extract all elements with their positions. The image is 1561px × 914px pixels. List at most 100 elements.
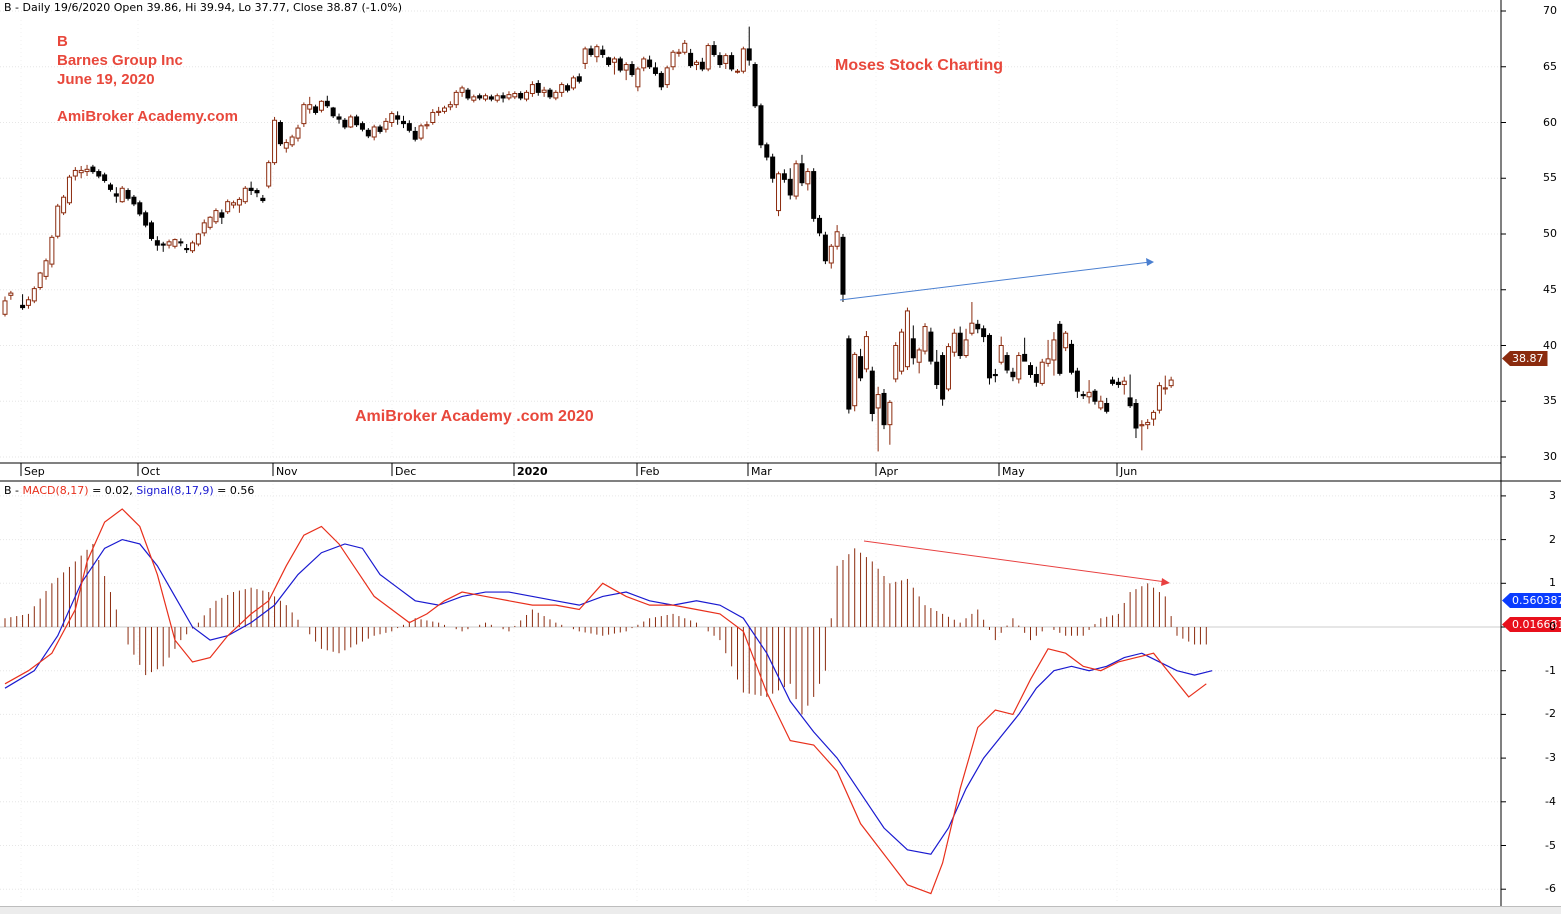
down-candle-body xyxy=(781,173,787,180)
up-candle-body xyxy=(307,104,313,110)
candle xyxy=(283,139,289,153)
candle xyxy=(483,93,489,102)
price-axis-tick-label: 35 xyxy=(1543,394,1557,408)
candle xyxy=(834,225,840,250)
candle xyxy=(1045,339,1051,367)
candle xyxy=(893,342,899,383)
up-candle-body xyxy=(875,394,881,409)
up-candle-body xyxy=(793,163,799,197)
candle xyxy=(500,92,506,103)
up-candle-body xyxy=(570,77,576,89)
candle xyxy=(20,294,26,310)
down-candle-body xyxy=(881,392,887,426)
price-axis-tick-label: 60 xyxy=(1543,115,1557,129)
up-candle-body xyxy=(904,310,910,368)
candle xyxy=(1080,391,1086,400)
candle xyxy=(125,188,131,201)
candle xyxy=(488,94,494,102)
down-candle-body xyxy=(359,123,365,130)
candle xyxy=(102,172,108,183)
candle xyxy=(764,142,770,161)
price-axis-tick-label: 30 xyxy=(1543,450,1557,463)
down-candle-body xyxy=(330,107,336,117)
up-candle-body xyxy=(225,201,231,213)
candle xyxy=(1028,362,1033,378)
down-candle-body xyxy=(377,126,383,132)
down-candle-body xyxy=(869,370,875,415)
down-candle-body xyxy=(20,304,26,309)
candle xyxy=(471,94,477,103)
down-candle-body xyxy=(565,85,571,91)
up-candle-body xyxy=(1156,385,1162,411)
candle xyxy=(66,174,72,206)
candle xyxy=(330,106,336,119)
up-candle-body xyxy=(436,110,442,113)
candle xyxy=(236,197,242,213)
up-candle-body xyxy=(318,100,324,111)
down-candle-body xyxy=(1092,390,1098,402)
up-candle-body xyxy=(283,142,289,149)
down-candle-body xyxy=(395,115,401,120)
candle xyxy=(729,52,735,72)
down-candle-body xyxy=(260,197,266,202)
candle xyxy=(1168,376,1174,388)
candle xyxy=(219,209,225,224)
up-candle-body xyxy=(213,210,219,223)
up-candle-body xyxy=(66,176,72,204)
down-candle-body xyxy=(758,105,764,146)
candle xyxy=(1156,382,1162,414)
candle xyxy=(981,325,987,343)
up-candle-body xyxy=(1162,387,1168,390)
candle xyxy=(359,121,365,132)
macd-label: MACD(8,17) xyxy=(22,484,89,497)
down-candle-body xyxy=(113,193,119,197)
candle xyxy=(307,96,313,114)
up-candle-body xyxy=(693,61,699,66)
candle xyxy=(1139,420,1145,451)
up-candle-body xyxy=(295,127,301,139)
symbol-label: B xyxy=(4,1,12,14)
month-label: Sep xyxy=(24,465,45,478)
candle xyxy=(705,43,711,72)
price-axis-tick-label: 70 xyxy=(1543,4,1557,17)
up-candle-body xyxy=(371,126,377,138)
up-candle-body xyxy=(78,169,84,174)
up-candle-body xyxy=(705,45,711,70)
up-candle-body xyxy=(559,84,565,93)
candle xyxy=(430,109,436,125)
down-candle-body xyxy=(799,163,805,184)
candle xyxy=(986,333,992,385)
candle xyxy=(945,343,951,392)
candle xyxy=(1115,377,1121,388)
candle xyxy=(992,368,998,383)
up-candle-body xyxy=(506,94,512,99)
candle xyxy=(1098,395,1104,411)
down-candle-body xyxy=(811,171,817,219)
candle xyxy=(529,81,535,97)
down-candle-body xyxy=(1004,355,1010,371)
candle xyxy=(295,124,301,142)
down-candle-body xyxy=(928,331,934,362)
candle xyxy=(424,121,430,130)
candle xyxy=(84,164,90,177)
candle xyxy=(904,307,910,371)
candle xyxy=(565,83,571,93)
down-candle-body xyxy=(822,234,828,262)
candle xyxy=(1145,419,1151,430)
up-candle-body xyxy=(922,326,928,352)
candle xyxy=(535,80,541,96)
up-candle-body xyxy=(494,95,500,101)
up-candle-body xyxy=(893,345,899,380)
sheet-tabs-bar[interactable] xyxy=(0,906,1561,914)
up-candle-body xyxy=(834,231,840,247)
price-trendline xyxy=(839,258,1154,301)
up-candle-body xyxy=(266,162,272,187)
candle xyxy=(207,216,213,230)
down-candle-body xyxy=(617,58,623,71)
macd-trendline-arrowhead xyxy=(1161,578,1170,586)
down-candle-body xyxy=(254,190,260,194)
down-candle-body xyxy=(817,217,823,234)
candle xyxy=(459,85,465,97)
up-candle-body xyxy=(236,198,242,206)
